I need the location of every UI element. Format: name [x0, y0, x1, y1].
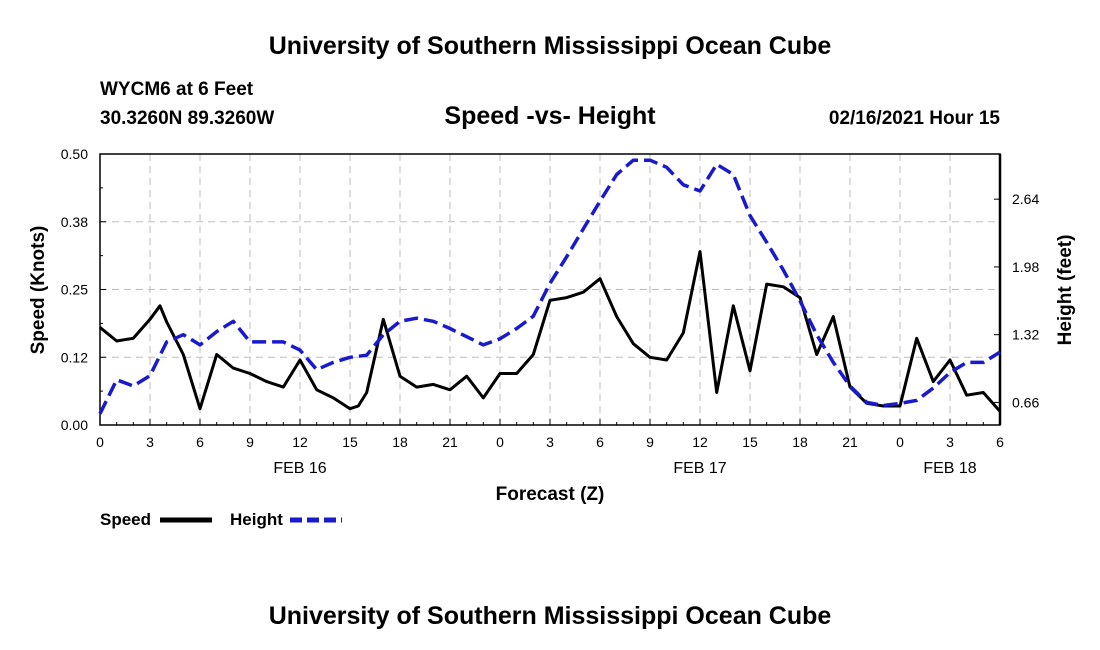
x-tick-label: 12 [692, 434, 708, 450]
x-tick-label: 6 [596, 434, 604, 450]
x-tick-label: 18 [792, 434, 808, 450]
x-tick-label: 0 [496, 434, 504, 450]
y2-tick-label: 0.66 [1012, 394, 1039, 410]
x-tick-label: 3 [946, 434, 954, 450]
x-tick-label: 6 [196, 434, 204, 450]
x-tick-label: 12 [292, 434, 308, 450]
legend-speed-label: Speed [100, 510, 151, 529]
legend-height-label: Height [230, 510, 283, 529]
y-tick-label: 0.12 [61, 349, 88, 365]
y-tick-label: 0.25 [61, 282, 88, 298]
x-tick-label: 15 [342, 434, 358, 450]
y2-tick-label: 1.98 [1012, 259, 1039, 275]
x-tick-label: 18 [392, 434, 408, 450]
y-tick-label: 0.38 [61, 214, 88, 230]
x-tick-label: 21 [442, 434, 458, 450]
grid-lines [100, 154, 1000, 425]
date-label: FEB 18 [923, 460, 976, 477]
station-label: WYCM6 at 6 Feet [100, 79, 254, 100]
x-tick-label: 9 [246, 434, 254, 450]
date-label: FEB 16 [273, 460, 326, 477]
coords-label: 30.3260N 89.3260W [100, 108, 274, 129]
date-label: FEB 17 [673, 460, 726, 477]
y2-tick-label: 2.64 [1012, 191, 1039, 207]
series-lines [98, 158, 1002, 415]
x-tick-label: 3 [146, 434, 154, 450]
x-tick-label: 0 [96, 434, 104, 450]
date-labels: FEB 16 FEB 17 FEB 18 [273, 460, 976, 477]
x-tick-label: 6 [996, 434, 1004, 450]
y2-axis-ticks: 0.66 1.32 1.98 2.64 [994, 191, 1039, 410]
bottom-title: University of Southern Mississippi Ocean… [269, 602, 832, 630]
x-tick-label: 15 [742, 434, 758, 450]
y2-axis-title: Height (feet) [1055, 235, 1076, 346]
x-tick-label: 9 [646, 434, 654, 450]
x-axis-title: Forecast (Z) [496, 484, 605, 505]
y-tick-label: 0.50 [61, 146, 88, 162]
x-tick-label: 3 [546, 434, 554, 450]
legend: Speed Height [100, 510, 342, 529]
y-tick-label: 0.00 [61, 417, 88, 433]
chart-subtitle: Speed -vs- Height [444, 102, 656, 130]
x-axis-ticks: 0 3 6 9 12 15 18 21 0 3 6 9 12 15 18 21 0 3 6 [96, 419, 1004, 450]
top-title: University of Southern Mississippi Ocean… [269, 32, 832, 60]
speed-series-line [99, 250, 1002, 413]
y2-tick-label: 1.32 [1012, 327, 1039, 343]
datetime-label: 02/16/2021 Hour 15 [829, 108, 1001, 129]
y-axis-title: Speed (Knots) [28, 226, 49, 355]
x-tick-label: 21 [842, 434, 858, 450]
y-axis-ticks: 0.00 0.12 0.25 0.38 0.50 [61, 146, 106, 433]
x-tick-label: 0 [896, 434, 904, 450]
